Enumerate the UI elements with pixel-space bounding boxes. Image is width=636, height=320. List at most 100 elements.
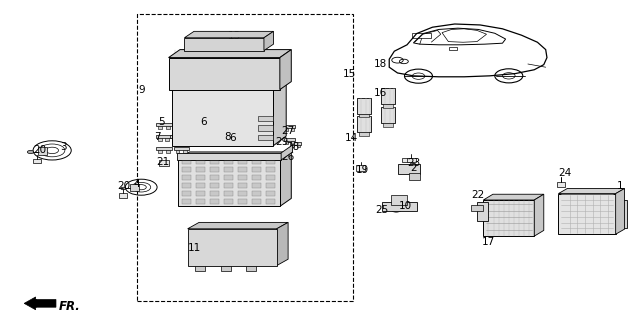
Polygon shape	[483, 194, 544, 200]
Bar	[196, 159, 205, 164]
Bar	[177, 153, 281, 160]
Bar	[178, 160, 280, 206]
Text: 26: 26	[282, 152, 294, 162]
Bar	[156, 147, 172, 150]
Bar	[297, 145, 300, 147]
Text: 29: 29	[275, 137, 288, 148]
Text: 27: 27	[281, 126, 294, 136]
Text: 28: 28	[286, 142, 299, 152]
Text: 10: 10	[399, 201, 412, 212]
Bar	[166, 126, 170, 129]
Bar	[558, 194, 616, 234]
Text: 15: 15	[343, 69, 356, 79]
Bar	[291, 141, 294, 144]
Bar	[291, 128, 294, 131]
Bar	[252, 167, 261, 172]
Text: 17: 17	[482, 236, 495, 247]
Bar	[238, 175, 247, 180]
Bar	[182, 191, 191, 196]
Bar	[471, 205, 483, 211]
Bar	[238, 167, 247, 172]
Bar	[356, 165, 364, 171]
Polygon shape	[558, 188, 625, 194]
Bar	[196, 199, 205, 204]
Bar	[188, 135, 204, 138]
Bar	[156, 123, 172, 126]
Bar	[383, 104, 393, 108]
Bar	[252, 175, 261, 180]
Bar	[258, 125, 273, 131]
Bar	[382, 202, 417, 211]
Bar	[210, 159, 219, 164]
Text: 6: 6	[200, 117, 207, 127]
Bar	[210, 199, 219, 204]
Circle shape	[391, 207, 401, 212]
Bar	[210, 167, 219, 172]
Bar	[182, 175, 191, 180]
Polygon shape	[188, 222, 288, 229]
Bar	[156, 135, 171, 138]
Bar	[238, 199, 247, 204]
Bar	[556, 182, 565, 187]
Text: 24: 24	[558, 168, 571, 178]
Bar	[183, 150, 187, 153]
Bar	[191, 126, 195, 129]
Text: 4: 4	[134, 179, 140, 189]
Bar	[252, 191, 261, 196]
Polygon shape	[280, 50, 291, 90]
Polygon shape	[24, 297, 56, 310]
Circle shape	[27, 150, 34, 154]
Text: 7: 7	[155, 132, 161, 142]
Bar	[158, 126, 162, 129]
Text: 2: 2	[410, 163, 417, 173]
Text: 13: 13	[228, 31, 240, 41]
Polygon shape	[178, 152, 291, 160]
Text: 21: 21	[156, 156, 169, 167]
Bar	[381, 107, 395, 123]
Text: 25: 25	[375, 204, 388, 215]
Bar	[449, 47, 457, 50]
Bar	[258, 116, 273, 121]
Bar	[266, 175, 275, 180]
Text: 9: 9	[138, 84, 144, 95]
Bar	[284, 125, 295, 128]
Text: 1: 1	[617, 180, 623, 191]
Bar	[359, 132, 369, 136]
Bar	[174, 147, 189, 150]
Bar	[285, 141, 288, 144]
Polygon shape	[273, 77, 286, 146]
Bar	[266, 167, 275, 172]
Text: 19: 19	[356, 164, 369, 175]
Bar	[266, 199, 275, 204]
Bar	[258, 135, 273, 140]
Bar	[180, 138, 184, 141]
Bar	[238, 191, 247, 196]
Bar	[252, 159, 261, 164]
Bar	[210, 183, 219, 188]
Bar	[166, 150, 170, 153]
Bar	[206, 138, 210, 141]
Text: 20: 20	[118, 180, 130, 191]
Bar	[158, 138, 162, 141]
Bar	[224, 167, 233, 172]
Bar	[196, 167, 205, 172]
Bar	[182, 199, 191, 204]
Bar	[196, 191, 205, 196]
Bar	[198, 138, 202, 141]
Bar	[383, 123, 393, 127]
Bar	[196, 183, 205, 188]
Bar	[408, 158, 416, 163]
Polygon shape	[172, 77, 286, 86]
Bar	[359, 114, 369, 117]
Bar	[33, 159, 41, 163]
Bar	[176, 126, 179, 129]
Text: 14: 14	[345, 133, 358, 143]
Bar	[196, 175, 205, 180]
Bar	[477, 202, 488, 221]
Text: 22: 22	[472, 190, 485, 200]
Text: FR.: FR.	[59, 300, 81, 313]
Bar	[165, 138, 169, 141]
Bar	[398, 164, 420, 174]
Bar	[210, 175, 219, 180]
Text: 11: 11	[188, 243, 200, 253]
